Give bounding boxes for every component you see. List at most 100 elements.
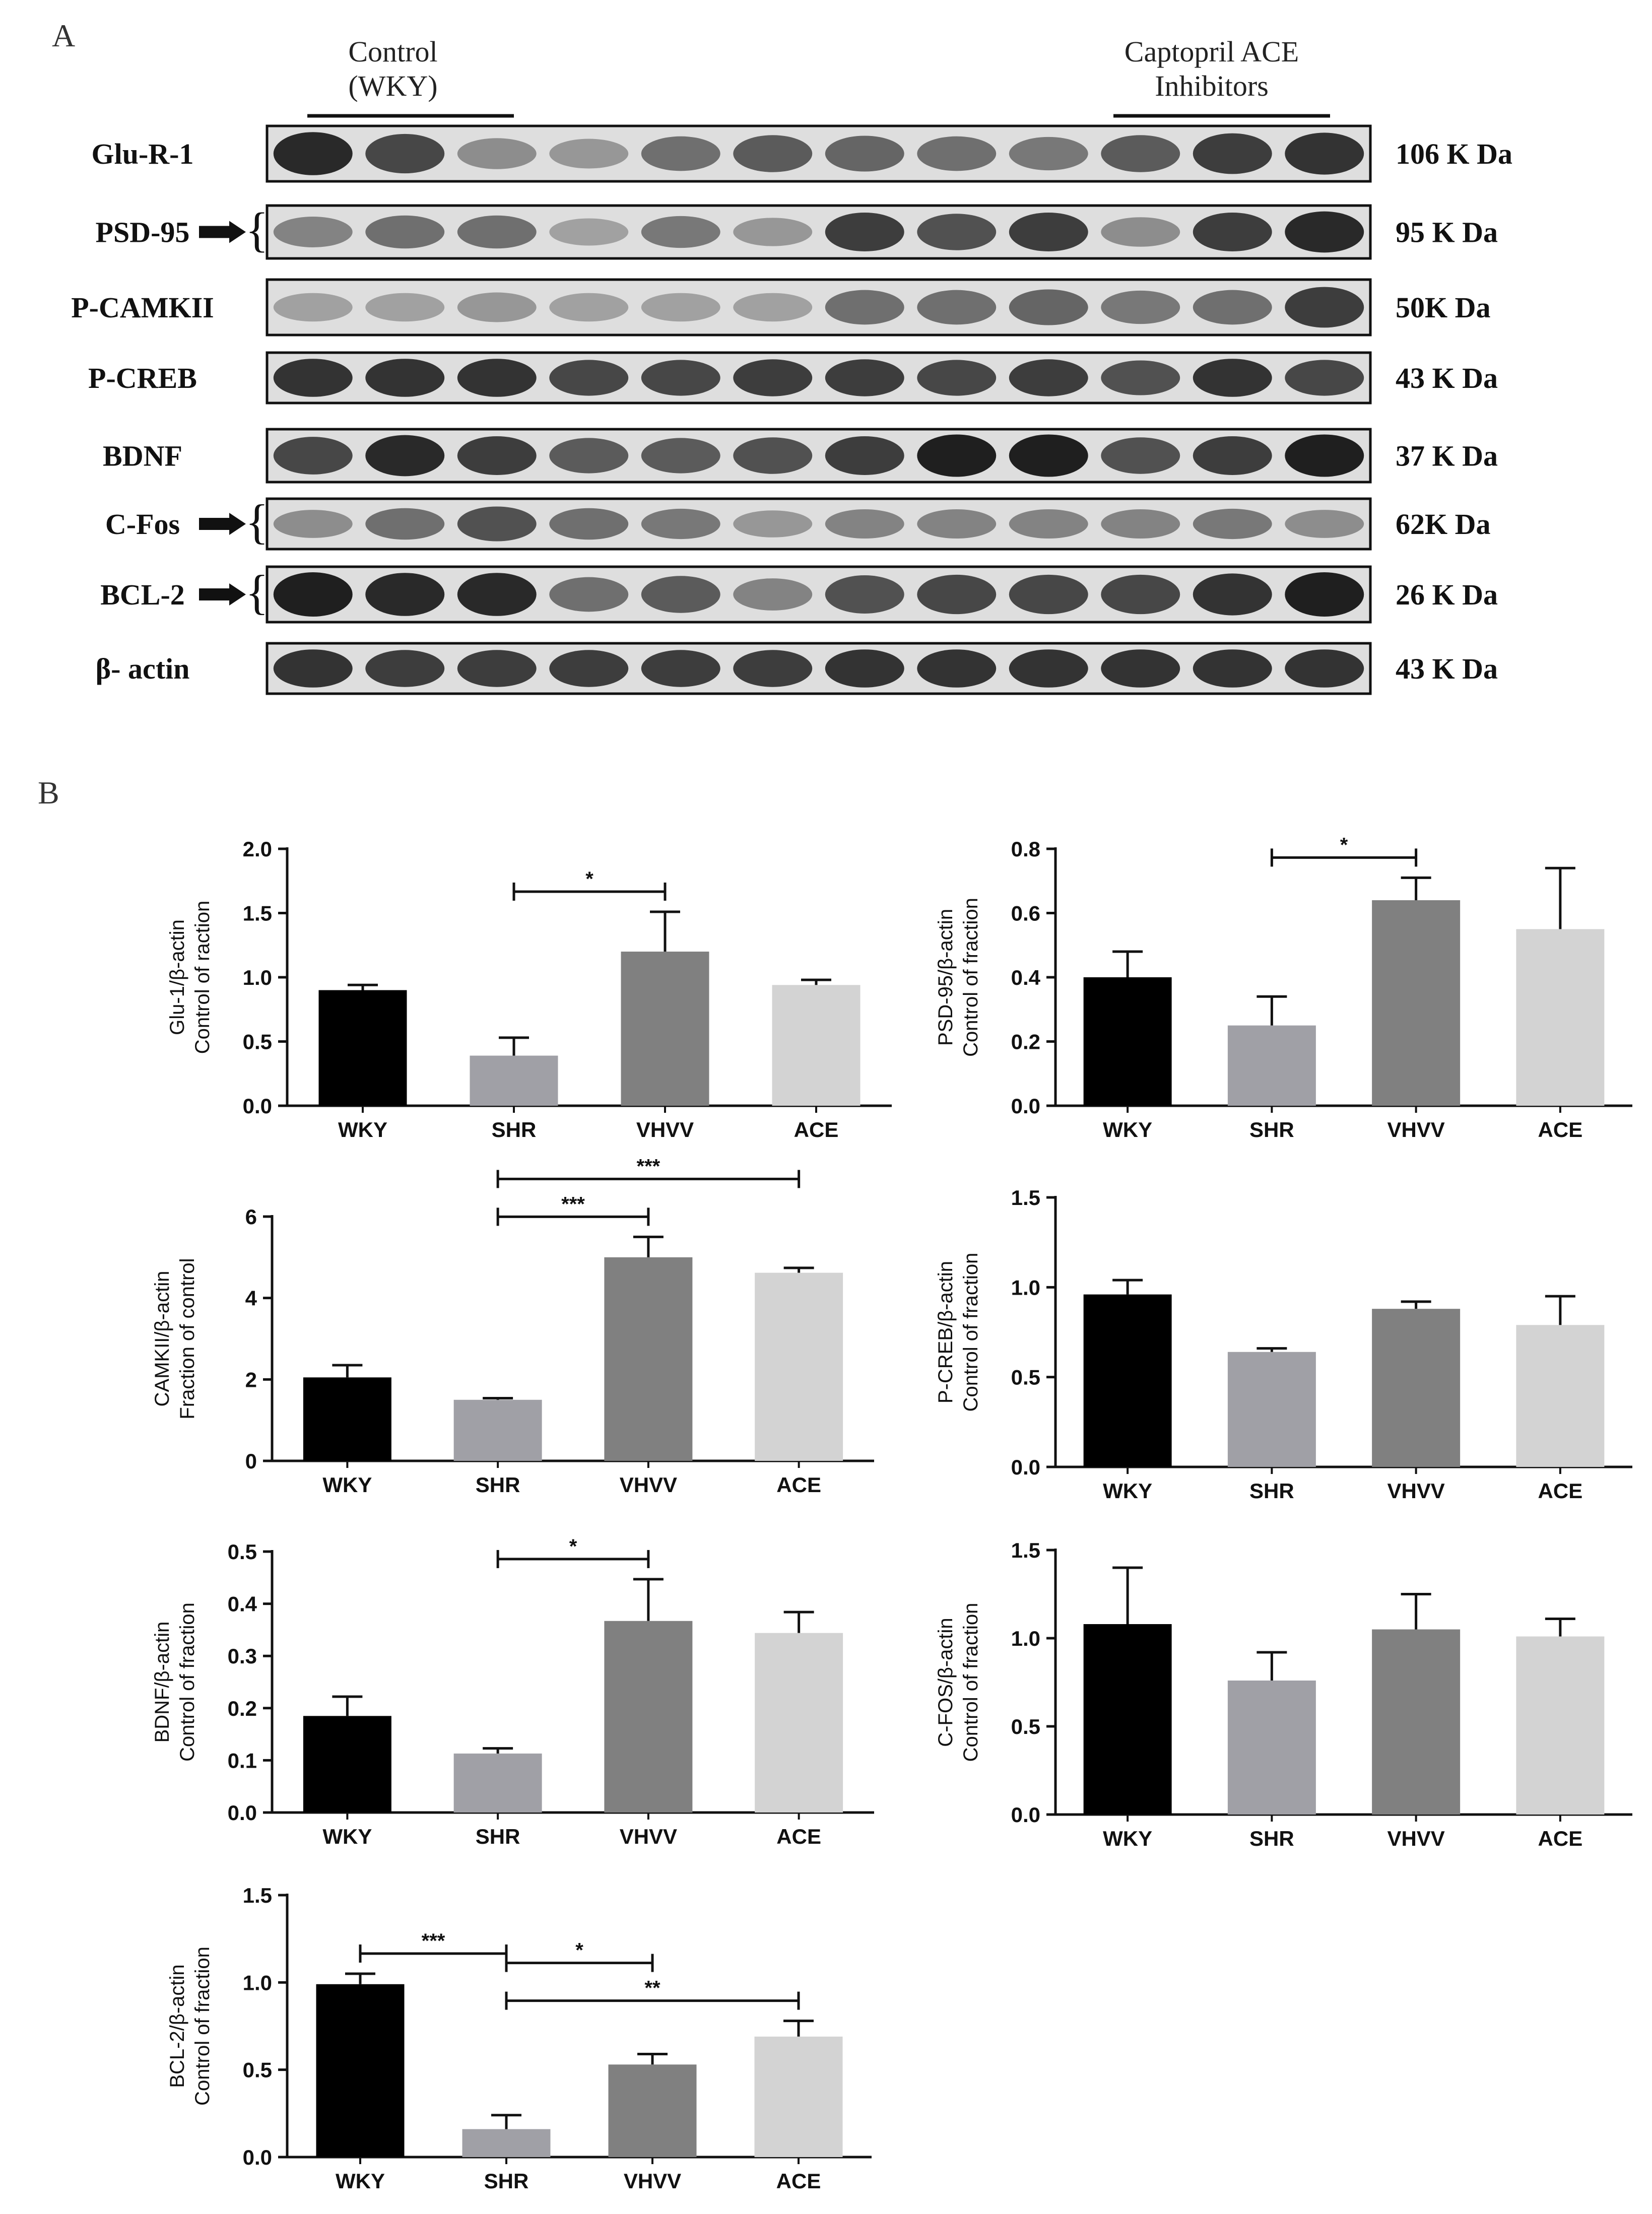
- blot-band: [273, 510, 353, 538]
- protein-label: BDNF: [103, 440, 182, 473]
- group-label: Captopril ACE: [1125, 35, 1299, 68]
- bracket-icon: {: [245, 565, 269, 619]
- y-axis-label: Glu-1/β-actin: [166, 919, 188, 1035]
- blot-band: [457, 650, 537, 687]
- blot-frame: [266, 642, 1372, 695]
- mw-label: 37 K Da: [1396, 440, 1498, 473]
- bar-chart: 0.0 0.5 1.0 1.5 BCL-2/β-actin Control of frac…: [166, 1884, 872, 2193]
- blot-band: [917, 290, 997, 325]
- blot-band: [1285, 572, 1364, 617]
- y-tick-label: 0.4: [1011, 966, 1041, 989]
- x-tick-label: SHR: [1249, 1479, 1294, 1503]
- blot-band: [549, 438, 629, 474]
- blot-band: [1285, 132, 1364, 175]
- y-tick-label: 0.6: [1011, 902, 1040, 925]
- bar: [462, 2129, 551, 2157]
- y-tick-label: 0.0: [1011, 1455, 1040, 1479]
- y-tick-label: 0.0: [228, 1801, 257, 1825]
- x-tick-label: SHR: [476, 1473, 520, 1497]
- blot-band: [457, 573, 537, 616]
- y-axis-label: Control of fraction: [176, 1602, 199, 1762]
- blot-band: [825, 436, 904, 476]
- blot-band: [365, 508, 445, 540]
- blot-band: [917, 434, 997, 477]
- y-axis-label: Fraction of control: [176, 1258, 199, 1419]
- protein-label: P-CAMKII: [71, 291, 214, 324]
- y-tick-label: 0.2: [1011, 1030, 1040, 1054]
- mw-label: 50K Da: [1396, 291, 1491, 324]
- x-tick-label: VHVV: [1387, 1118, 1444, 1142]
- blot-band: [549, 508, 629, 540]
- blot-band: [917, 214, 997, 250]
- x-tick-label: SHR: [1249, 1827, 1294, 1850]
- x-tick-label: WKY: [1103, 1479, 1152, 1503]
- blot-band: [549, 577, 629, 612]
- y-axis-label: Control of fraction: [960, 1253, 982, 1412]
- bar: [303, 1377, 391, 1461]
- x-tick-label: WKY: [1103, 1827, 1152, 1850]
- blot-band: [365, 359, 445, 397]
- blot-band: [549, 139, 629, 169]
- y-tick-label: 0.5: [243, 2058, 272, 2082]
- y-tick-label: 2: [245, 1368, 257, 1391]
- bar: [1372, 900, 1461, 1106]
- y-tick-label: 6: [245, 1205, 257, 1229]
- bar: [453, 1753, 542, 1813]
- bar-chart: 0.0 0.5 1.0 1.5 P-CREB/β-actin Control of fra…: [935, 1186, 1632, 1503]
- blot-band: [733, 578, 813, 611]
- x-tick-label: WKY: [338, 1118, 387, 1142]
- y-tick-label: 0.3: [228, 1644, 257, 1668]
- y-axis-label: Control of raction: [191, 901, 214, 1054]
- blot-band: [1193, 508, 1272, 540]
- y-tick-label: 0.0: [1011, 1094, 1040, 1118]
- blot-band: [1009, 212, 1088, 252]
- y-tick-label: 1.0: [243, 1971, 272, 1994]
- x-tick-label: VHVV: [620, 1825, 677, 1848]
- blot-band: [641, 576, 720, 613]
- y-tick-label: 0.5: [1011, 1366, 1040, 1389]
- y-tick-label: 0.0: [243, 2145, 272, 2169]
- x-tick-label: VHVV: [620, 1473, 677, 1497]
- blot-band: [641, 360, 720, 396]
- bracket-icon: {: [245, 495, 269, 549]
- blot-band: [365, 435, 445, 477]
- blot-band: [825, 359, 904, 396]
- y-axis-label: PSD-95/β-actin: [935, 909, 957, 1046]
- blot-band: [1285, 360, 1364, 396]
- blot-band: [273, 132, 353, 175]
- y-axis-label: Control of fraction: [960, 898, 982, 1057]
- protein-label: BCL-2: [100, 578, 185, 611]
- y-axis-label: BDNF/β-actin: [151, 1622, 173, 1743]
- bar-chart: 0.0 0.1 0.2 0.3 0.4 0.5 BDNF/β-actin Control of…: [151, 1535, 874, 1848]
- protein-label: β- actin: [96, 652, 190, 685]
- blot-band: [825, 649, 904, 688]
- group-label: Inhibitors: [1155, 70, 1269, 102]
- significance-label: *: [585, 868, 593, 890]
- blot-frame: [266, 278, 1372, 337]
- y-tick-label: 1.0: [243, 966, 272, 989]
- bar: [1227, 1352, 1316, 1467]
- y-tick-label: 0.4: [228, 1592, 257, 1616]
- y-tick-label: 0.5: [228, 1540, 257, 1564]
- bar: [755, 1272, 843, 1461]
- y-tick-label: 0.5: [243, 1030, 272, 1054]
- blot-band: [825, 290, 904, 325]
- bar: [453, 1399, 542, 1461]
- x-tick-label: VHVV: [1387, 1827, 1444, 1850]
- y-axis-label: Control of fraction: [191, 1947, 214, 2106]
- blot-band: [365, 133, 445, 174]
- blot-band: [549, 293, 629, 322]
- x-tick-label: ACE: [1538, 1827, 1583, 1850]
- y-tick-label: 0.5: [1011, 1715, 1040, 1738]
- significance-label: *: [569, 1535, 577, 1558]
- y-axis-label: C-FOS/β-actin: [935, 1618, 957, 1747]
- x-tick-label: ACE: [776, 1825, 821, 1848]
- mw-label: 43 K Da: [1396, 362, 1498, 394]
- x-tick-label: SHR: [484, 2169, 529, 2193]
- panel-a-label: A: [52, 18, 75, 53]
- bar: [755, 1633, 843, 1813]
- bar: [1516, 1325, 1605, 1467]
- blot-band: [457, 292, 537, 322]
- blot-band: [825, 509, 904, 539]
